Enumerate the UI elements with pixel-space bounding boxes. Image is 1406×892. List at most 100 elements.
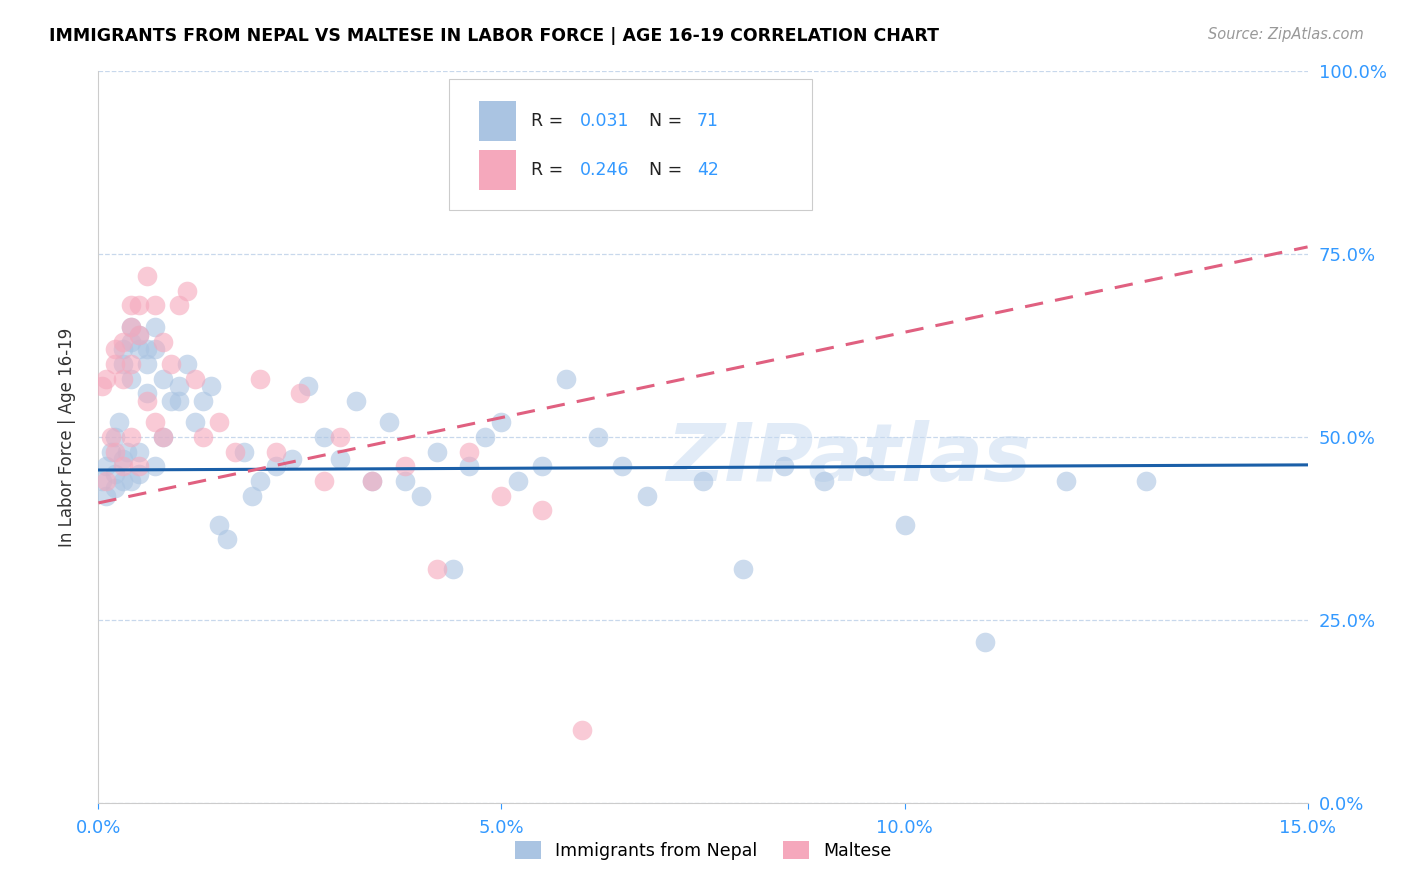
Point (394, 474, 416, 488)
Point (111, 452, 134, 467)
Y-axis label: In Labor Force | Age 16-19: In Labor Force | Age 16-19 (58, 327, 76, 547)
Point (974, 635, 997, 649)
Point (143, 320, 166, 334)
Point (176, 357, 198, 371)
Point (152, 430, 174, 444)
Point (208, 517, 231, 532)
Point (152, 371, 174, 385)
Point (249, 474, 271, 488)
Point (120, 430, 142, 444)
Point (264, 444, 287, 458)
Point (135, 343, 157, 357)
Point (612, 459, 634, 474)
Point (152, 334, 174, 349)
Point (377, 416, 399, 430)
Point (120, 474, 142, 488)
Point (128, 343, 150, 357)
Point (120, 298, 142, 312)
Point (128, 327, 150, 342)
Text: 42: 42 (697, 161, 718, 179)
Point (103, 357, 125, 371)
Point (288, 386, 311, 401)
Point (733, 562, 755, 576)
Point (474, 430, 496, 444)
Point (143, 298, 166, 312)
Text: 0.246: 0.246 (579, 161, 628, 179)
Point (394, 459, 416, 474)
Point (120, 320, 142, 334)
Point (103, 343, 125, 357)
Point (586, 430, 609, 444)
Point (409, 489, 432, 503)
Point (176, 284, 198, 298)
Point (135, 386, 157, 401)
Point (813, 474, 835, 488)
Point (100, 430, 122, 444)
Point (128, 327, 150, 342)
Point (91, 379, 114, 393)
Point (458, 444, 481, 458)
Point (167, 393, 190, 408)
Point (143, 416, 166, 430)
Point (128, 444, 150, 458)
Point (281, 452, 304, 467)
Point (120, 357, 142, 371)
Text: R =: R = (531, 161, 569, 179)
Point (96, 489, 118, 503)
Point (184, 371, 207, 385)
Text: ZIPatlas: ZIPatlas (665, 420, 1031, 498)
Point (232, 444, 254, 458)
Point (491, 416, 513, 430)
Point (103, 467, 125, 481)
Point (506, 474, 529, 488)
Point (160, 393, 183, 408)
Point (135, 393, 157, 408)
Point (217, 533, 239, 547)
Text: N =: N = (648, 112, 688, 130)
Point (193, 393, 215, 408)
Point (128, 298, 150, 312)
Point (224, 444, 246, 458)
Bar (479, 101, 516, 141)
Point (143, 459, 166, 474)
Point (426, 562, 449, 576)
Point (103, 430, 125, 444)
Point (853, 459, 876, 474)
Point (426, 444, 449, 458)
Point (115, 444, 138, 458)
Point (135, 269, 157, 284)
Legend: Immigrants from Nepal, Maltese: Immigrants from Nepal, Maltese (515, 841, 891, 860)
Point (167, 379, 190, 393)
Point (120, 334, 142, 349)
Point (441, 562, 464, 576)
Point (1135, 474, 1157, 488)
Point (96, 474, 118, 488)
Point (111, 474, 134, 488)
Point (111, 357, 134, 371)
Point (111, 459, 134, 474)
Bar (479, 150, 516, 190)
Point (571, 723, 593, 737)
Point (264, 459, 287, 474)
Text: R =: R = (531, 112, 569, 130)
Text: 0.031: 0.031 (579, 112, 628, 130)
Point (107, 416, 129, 430)
Point (893, 517, 915, 532)
Point (297, 379, 319, 393)
Point (555, 371, 578, 385)
Point (200, 379, 222, 393)
Point (491, 489, 513, 503)
Point (692, 474, 714, 488)
Text: Source: ZipAtlas.com: Source: ZipAtlas.com (1208, 27, 1364, 42)
Point (193, 430, 215, 444)
Point (772, 459, 794, 474)
Point (111, 334, 134, 349)
Text: IMMIGRANTS FROM NEPAL VS MALTESE IN LABOR FORCE | AGE 16-19 CORRELATION CHART: IMMIGRANTS FROM NEPAL VS MALTESE IN LABO… (49, 27, 939, 45)
Point (128, 467, 150, 481)
Point (96, 459, 118, 474)
Text: 71: 71 (697, 112, 718, 130)
Point (100, 444, 122, 458)
Point (208, 416, 231, 430)
Point (167, 298, 190, 312)
Point (96, 371, 118, 385)
